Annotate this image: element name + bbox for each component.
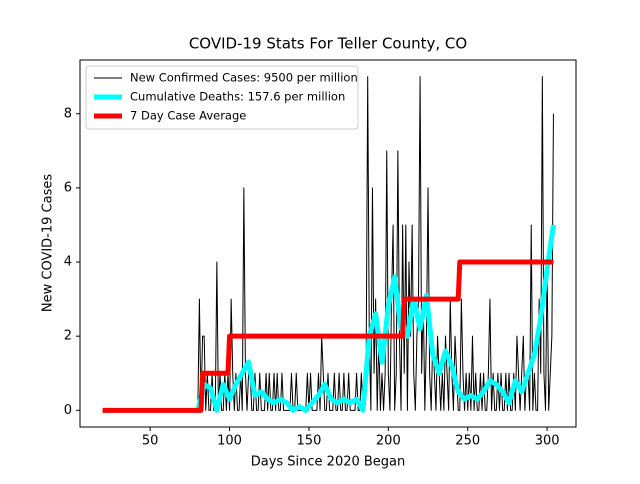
chart-title: COVID-19 Stats For Teller County, CO	[189, 35, 467, 53]
x-axis-label: Days Since 2020 Began	[251, 455, 406, 470]
x-tick-label: 50	[142, 434, 159, 449]
y-tick-label: 2	[64, 329, 72, 344]
x-tick-label: 250	[455, 434, 480, 449]
x-tick-label: 150	[297, 434, 322, 449]
y-axis-label: New COVID-19 Cases	[41, 174, 56, 312]
y-tick-label: 4	[64, 255, 72, 270]
plot-frame	[79, 59, 577, 428]
data-line	[195, 224, 556, 413]
y-tick-label: 6	[64, 180, 72, 195]
data-line	[102, 259, 554, 413]
legend-label: 7 Day Case Average	[130, 109, 246, 123]
x-tick-label: 300	[535, 434, 560, 449]
x-tick-label: 100	[217, 434, 242, 449]
legend-label: Cumulative Deaths: 157.6 per million	[130, 90, 345, 104]
x-tick-label: 200	[376, 434, 401, 449]
legend-box	[85, 65, 359, 130]
y-tick-label: 8	[64, 106, 72, 121]
y-tick-label: 0	[64, 403, 72, 418]
legend-label: New Confirmed Cases: 9500 per million	[130, 71, 358, 85]
